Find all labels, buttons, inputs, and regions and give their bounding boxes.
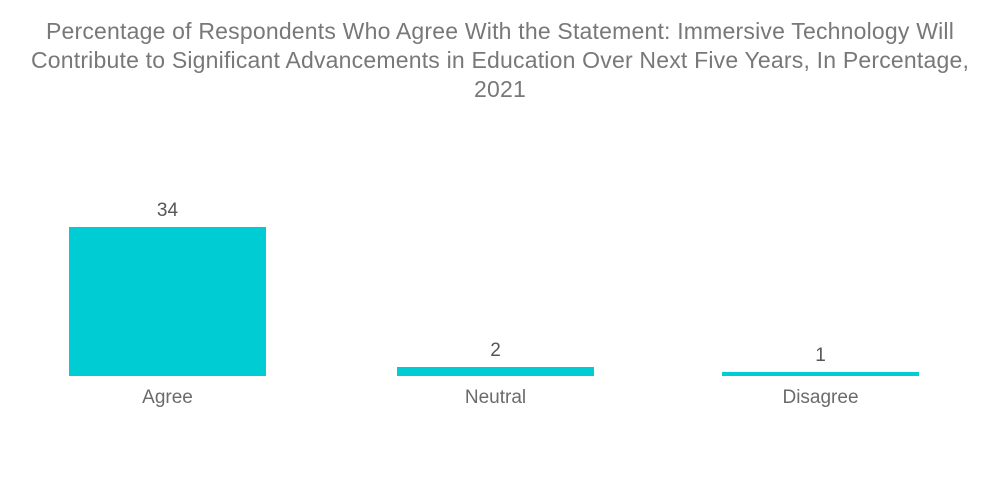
bar-neutral (397, 367, 594, 376)
bar-area-neutral: 2 (397, 0, 594, 376)
bar-group-neutral: 2 Neutral (397, 0, 594, 409)
category-label-agree: Agree (142, 387, 193, 408)
value-label-agree: 34 (156, 200, 179, 221)
value-label-disagree: 1 (815, 344, 826, 366)
bar-area-agree: 34 (69, 0, 266, 376)
bar-agree (69, 227, 266, 376)
category-label-neutral: Neutral (464, 387, 527, 408)
category-label-disagree: Disagree (782, 387, 859, 408)
bar-group-agree: 34 Agree (69, 0, 266, 409)
chart-title: Percentage of Respondents Who Agree With… (30, 18, 970, 102)
bar-area-disagree: 1 (722, 0, 919, 376)
bar-group-disagree: 1 Disagree (722, 0, 919, 409)
bar-disagree (722, 371, 919, 376)
value-label-neutral: 2 (490, 340, 501, 362)
